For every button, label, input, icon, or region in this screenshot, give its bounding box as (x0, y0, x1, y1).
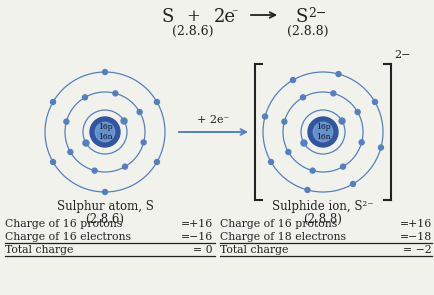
Circle shape (285, 150, 290, 155)
Circle shape (350, 181, 355, 186)
Circle shape (102, 70, 107, 75)
Circle shape (122, 164, 127, 169)
Text: =+16: =+16 (181, 219, 213, 229)
Circle shape (121, 118, 127, 124)
Text: =−18: =−18 (399, 232, 431, 242)
Text: S: S (161, 8, 174, 26)
Text: Total charge: Total charge (5, 245, 73, 255)
Circle shape (83, 140, 89, 146)
Circle shape (102, 189, 107, 194)
Circle shape (312, 122, 332, 142)
Text: 16p
16n: 16p 16n (98, 123, 112, 141)
Circle shape (154, 160, 159, 165)
Circle shape (154, 99, 159, 104)
Text: 2e: 2e (214, 8, 236, 26)
Circle shape (338, 118, 344, 124)
Circle shape (300, 95, 305, 100)
Text: Charge of 18 electrons: Charge of 18 electrons (220, 232, 345, 242)
Circle shape (358, 140, 363, 145)
Text: (2.8.8): (2.8.8) (286, 25, 328, 38)
Text: Charge of 16 electrons: Charge of 16 electrons (5, 232, 131, 242)
Text: ⁻: ⁻ (230, 7, 237, 20)
Circle shape (68, 150, 72, 155)
Text: (2.8.8): (2.8.8) (303, 213, 342, 226)
Text: Charge of 16 protons: Charge of 16 protons (220, 219, 336, 229)
Circle shape (92, 168, 97, 173)
Circle shape (330, 91, 335, 96)
Circle shape (335, 72, 340, 76)
Circle shape (141, 140, 146, 145)
Circle shape (290, 78, 295, 83)
Circle shape (372, 99, 377, 104)
Text: (2.8.6): (2.8.6) (85, 213, 124, 226)
Text: + 2e⁻: + 2e⁻ (197, 115, 229, 125)
Text: Total charge: Total charge (220, 245, 288, 255)
Text: =+16: =+16 (399, 219, 431, 229)
Text: 2−: 2− (307, 7, 326, 20)
Circle shape (90, 117, 120, 147)
Circle shape (50, 160, 56, 165)
Circle shape (307, 117, 337, 147)
Text: Sulphur atom, S: Sulphur atom, S (56, 200, 153, 213)
Circle shape (378, 145, 383, 150)
Text: S: S (295, 8, 308, 26)
Circle shape (304, 187, 309, 192)
Circle shape (354, 109, 359, 114)
Text: Sulphide ion, S²⁻: Sulphide ion, S²⁻ (272, 200, 373, 213)
Circle shape (300, 140, 306, 146)
Text: = −2: = −2 (402, 245, 431, 255)
Circle shape (137, 109, 142, 114)
Circle shape (82, 95, 87, 100)
Text: 2−: 2− (393, 50, 410, 60)
Circle shape (64, 119, 69, 124)
Text: Charge of 16 protons: Charge of 16 protons (5, 219, 122, 229)
Text: +: + (186, 8, 200, 25)
Circle shape (95, 122, 115, 142)
Text: = 0: = 0 (193, 245, 213, 255)
Circle shape (262, 114, 267, 119)
Text: 16p
16n: 16p 16n (315, 123, 329, 141)
Circle shape (268, 160, 273, 165)
Circle shape (340, 164, 345, 169)
Text: =−16: =−16 (181, 232, 213, 242)
Circle shape (281, 119, 286, 124)
Circle shape (50, 99, 56, 104)
Circle shape (309, 168, 314, 173)
Text: (2.8.6): (2.8.6) (172, 25, 213, 38)
Circle shape (112, 91, 118, 96)
